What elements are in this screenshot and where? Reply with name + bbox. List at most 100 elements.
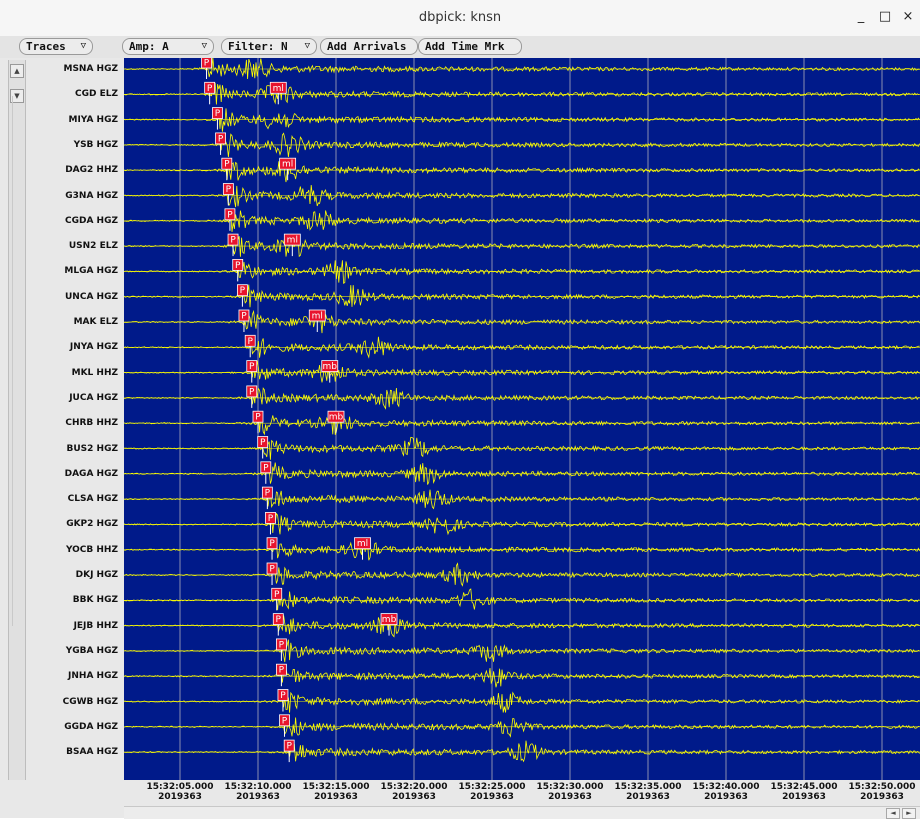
seismogram-plot[interactable]: P P ml P P P ml P P P ml P P P ml P P mb P P mb P P P P P ml P P P mb P… bbox=[124, 58, 920, 780]
time-tick-time: 15:32:50.000 bbox=[848, 782, 916, 792]
seismic-waveform bbox=[124, 489, 920, 510]
traces-menu-button[interactable]: Traces ▽ bbox=[19, 38, 93, 55]
trace-label[interactable]: YOCB HHZ bbox=[65, 544, 118, 555]
pick-label: P bbox=[224, 160, 230, 170]
time-tick-time: 15:32:45.000 bbox=[770, 782, 838, 792]
add-arrivals-button[interactable]: Add Arrivals bbox=[320, 38, 418, 55]
trace-label[interactable]: MSNA HGZ bbox=[63, 64, 118, 74]
trace-label[interactable]: MAK ELZ bbox=[73, 317, 118, 327]
pick-marker bbox=[265, 511, 276, 524]
time-tick-time: 15:32:20.000 bbox=[380, 782, 448, 792]
seismic-waveform bbox=[124, 462, 920, 485]
scroll-left-icon[interactable]: ◄ bbox=[886, 808, 900, 819]
pick-label: mb bbox=[329, 413, 344, 423]
scroll-right-icon[interactable]: ► bbox=[902, 808, 916, 819]
pick-marker bbox=[252, 410, 264, 423]
pick-marker bbox=[201, 58, 212, 69]
amp-menu-button[interactable]: Amp: A ▽ bbox=[122, 38, 214, 55]
pick-marker bbox=[279, 157, 297, 170]
pick-label: P bbox=[249, 387, 255, 397]
pick-label: ml bbox=[357, 539, 368, 549]
trace-label[interactable]: MLGA HGZ bbox=[64, 266, 118, 277]
trace-label[interactable]: CLSA HGZ bbox=[67, 494, 118, 505]
scroll-up-icon[interactable]: ▲ bbox=[10, 64, 24, 78]
trace-label[interactable]: USN2 ELZ bbox=[68, 241, 118, 252]
trace-label[interactable]: CHRB HHZ bbox=[65, 418, 118, 429]
seismic-waveform bbox=[124, 614, 920, 638]
add-time-mark-button[interactable]: Add Time Mrk bbox=[418, 38, 522, 55]
plot-background bbox=[124, 58, 920, 780]
trace-label[interactable]: CGWB HGZ bbox=[62, 696, 118, 707]
pick-label: P bbox=[204, 59, 210, 69]
pick-marker bbox=[224, 208, 236, 221]
pick-marker bbox=[275, 663, 287, 676]
pick-marker bbox=[354, 537, 371, 550]
pick-marker bbox=[308, 309, 326, 322]
dropdown-arrow-icon: ▽ bbox=[80, 41, 86, 51]
trace-label[interactable]: MIYA HGZ bbox=[68, 114, 118, 125]
pick-marker bbox=[283, 233, 301, 246]
seismic-waveform bbox=[124, 562, 920, 587]
trace-label[interactable]: JNHA HGZ bbox=[68, 671, 118, 682]
dropdown-arrow-icon: ▽ bbox=[201, 41, 207, 51]
time-tick-time: 15:32:10.000 bbox=[224, 782, 292, 792]
seismic-waveform bbox=[124, 132, 920, 158]
pick-label: P bbox=[207, 84, 213, 94]
minimize-button[interactable]: _ bbox=[857, 9, 865, 24]
pick-label: P bbox=[286, 742, 292, 752]
pick-marker bbox=[269, 81, 287, 94]
seismic-waveform bbox=[124, 58, 920, 80]
seismic-waveform bbox=[124, 336, 920, 359]
trace-label[interactable]: GKP2 HGZ bbox=[66, 519, 118, 530]
seismic-waveform bbox=[124, 234, 920, 258]
trace-label[interactable]: BSAA HGZ bbox=[66, 747, 118, 758]
pick-marker bbox=[222, 183, 234, 195]
pick-marker bbox=[246, 385, 258, 398]
trace-label[interactable]: UNCA HGZ bbox=[65, 291, 118, 302]
pick-label: P bbox=[240, 286, 246, 296]
trace-label[interactable]: JNYA HGZ bbox=[69, 342, 118, 353]
pick-label: P bbox=[265, 489, 271, 499]
pick-marker bbox=[246, 360, 258, 373]
pick-label: P bbox=[260, 438, 266, 448]
pick-label: P bbox=[218, 134, 224, 144]
trace-label[interactable]: JUCA HGZ bbox=[69, 392, 118, 403]
vertical-scrollbar[interactable]: ▲ ▼ bbox=[8, 60, 26, 780]
close-button[interactable]: × bbox=[902, 9, 914, 24]
pick-marker bbox=[283, 739, 295, 752]
pick-marker bbox=[227, 233, 239, 246]
trace-label[interactable]: YSB HGZ bbox=[73, 139, 118, 150]
trace-label[interactable]: DAG2 HHZ bbox=[65, 165, 118, 176]
trace-label[interactable]: CGDA HGZ bbox=[64, 215, 118, 226]
filter-menu-button[interactable]: Filter: N ▽ bbox=[221, 38, 317, 55]
time-tick-time: 15:32:30.000 bbox=[536, 782, 604, 792]
trace-label[interactable]: DAGA HGZ bbox=[64, 468, 118, 479]
seismic-waveform bbox=[124, 108, 920, 132]
time-tick-date: 2019363 bbox=[860, 792, 904, 802]
trace-label[interactable]: MKL HHZ bbox=[71, 367, 118, 378]
dropdown-arrow-icon: ▽ bbox=[304, 41, 310, 51]
trace-label[interactable]: JEJB HHZ bbox=[73, 620, 118, 631]
pick-label: P bbox=[280, 691, 286, 701]
seismic-waveform bbox=[124, 537, 920, 561]
scrollbar-thumb[interactable] bbox=[12, 96, 21, 626]
pick-label: P bbox=[215, 109, 221, 119]
trace-label[interactable]: BBK HGZ bbox=[72, 595, 118, 606]
scroll-down-icon[interactable]: ▼ bbox=[10, 89, 24, 103]
horizontal-scrollbar[interactable]: ◄ ► bbox=[124, 806, 920, 819]
time-tick-label: 15:32:10.000 2019363 bbox=[218, 782, 298, 802]
trace-label[interactable]: DKJ HGZ bbox=[75, 570, 118, 580]
seismic-waveform bbox=[124, 716, 920, 738]
trace-label[interactable]: G3NA HGZ bbox=[65, 190, 118, 201]
trace-label[interactable]: CGD ELZ bbox=[74, 89, 118, 100]
pick-label: P bbox=[276, 615, 282, 625]
pick-marker bbox=[272, 613, 284, 625]
pick-label: P bbox=[279, 640, 285, 650]
trace-label[interactable]: GGDA HGZ bbox=[64, 721, 118, 732]
maximize-button[interactable]: □ bbox=[878, 9, 892, 24]
pick-label: P bbox=[241, 312, 247, 322]
trace-label[interactable]: BUS2 HGZ bbox=[66, 443, 119, 454]
trace-label[interactable]: YGBA HGZ bbox=[65, 645, 118, 656]
pick-label: ml bbox=[312, 312, 323, 322]
seismic-waveform bbox=[124, 309, 920, 334]
